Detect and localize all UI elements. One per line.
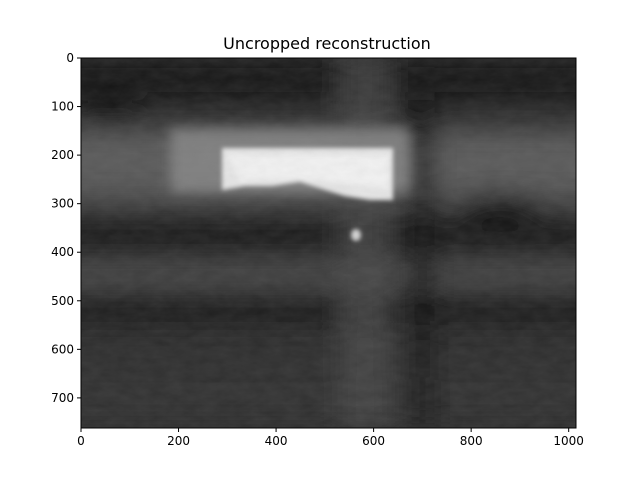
y-tick-label: 300 [51, 197, 74, 211]
y-tick-label: 700 [51, 391, 74, 405]
y-tick-label: 0 [66, 51, 74, 65]
x-axis: 0 200 400 600 800 1000 [77, 428, 584, 448]
figure-title: Uncropped reconstruction [223, 34, 431, 53]
x-tick-label: 200 [167, 434, 190, 448]
y-tick-label: 500 [51, 294, 74, 308]
reconstruction-image [81, 58, 576, 428]
x-tick-label: 600 [362, 434, 385, 448]
y-axis: 0 100 200 300 400 500 600 700 [51, 51, 81, 405]
y-tick-label: 400 [51, 245, 74, 259]
y-tick-label: 200 [51, 148, 74, 162]
y-tick-label: 600 [51, 342, 74, 356]
x-tick-label: 0 [77, 434, 85, 448]
axes-frame [80, 57, 577, 429]
x-tick-label: 1000 [553, 434, 584, 448]
x-tick-label: 800 [460, 434, 483, 448]
x-tick-label: 400 [265, 434, 288, 448]
y-tick-label: 100 [51, 100, 74, 114]
